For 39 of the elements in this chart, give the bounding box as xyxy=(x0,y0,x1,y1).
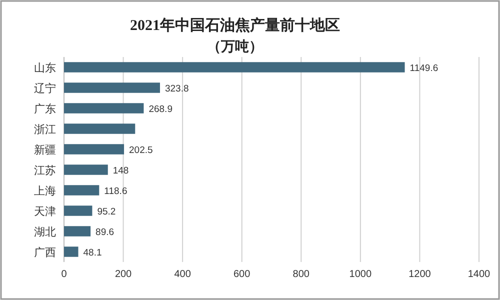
chart-subtitle: （万吨） xyxy=(207,39,263,55)
x-tick-label: 1200 xyxy=(408,269,432,280)
bar xyxy=(64,206,92,216)
y-tick-label: 江苏 xyxy=(34,164,56,177)
bar xyxy=(64,62,405,72)
x-tick-label: 400 xyxy=(174,269,192,280)
bar xyxy=(64,226,91,236)
y-tick-label: 广东 xyxy=(34,102,56,116)
data-label: 48.1 xyxy=(83,247,102,258)
y-tick-label: 湖北 xyxy=(34,225,56,238)
x-tick-label: 800 xyxy=(292,269,310,280)
data-label: 202.5 xyxy=(129,144,153,156)
chart-title: 2021年中国石油焦产量前十地区 xyxy=(130,17,340,34)
data-label: 89.6 xyxy=(96,226,114,238)
x-tick-label: 0 xyxy=(61,269,68,280)
data-label: 268.9 xyxy=(148,104,172,115)
x-tick-label: 600 xyxy=(234,269,251,280)
data-label: 1149.6 xyxy=(410,62,438,74)
bar xyxy=(64,144,124,154)
bar xyxy=(64,164,108,175)
y-tick-label: 新疆 xyxy=(34,143,56,156)
bar xyxy=(64,103,144,114)
x-tick-label: 1000 xyxy=(349,269,372,280)
y-tick-label: 天津 xyxy=(34,204,56,218)
y-tick-label: 上海 xyxy=(34,184,56,198)
y-tick-label: 浙江 xyxy=(34,122,56,136)
y-tick-label: 辽宁 xyxy=(34,82,56,95)
bar xyxy=(64,82,160,93)
bar xyxy=(64,246,78,257)
data-label: 118.6 xyxy=(104,186,128,197)
x-tick-label: 1400 xyxy=(468,269,491,280)
bar xyxy=(64,124,136,134)
data-label: 95.2 xyxy=(97,206,116,218)
y-tick-label: 山东 xyxy=(34,61,56,74)
y-tick-label: 广西 xyxy=(34,246,56,259)
data-label: 148 xyxy=(112,165,129,176)
data-label: 323.8 xyxy=(164,83,189,94)
x-tick-label: 200 xyxy=(114,269,132,280)
bar xyxy=(64,185,100,196)
